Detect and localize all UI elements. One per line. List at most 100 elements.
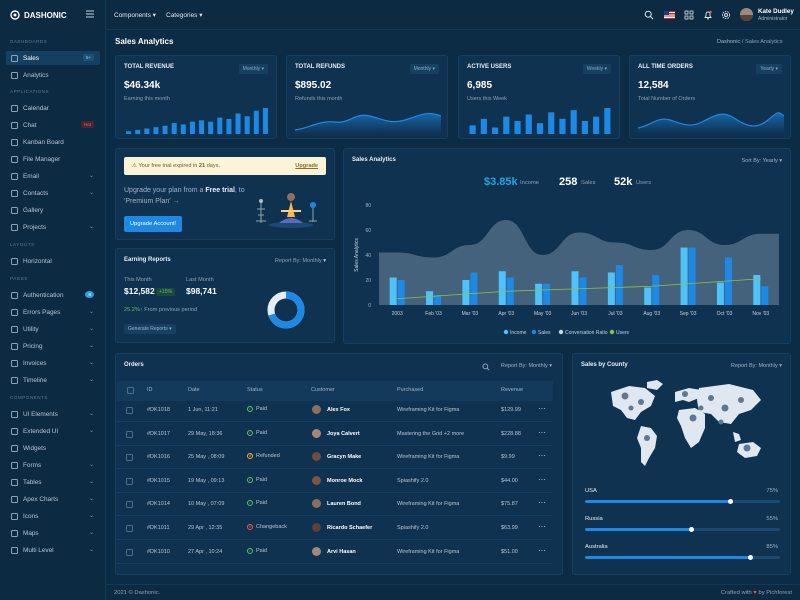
sidebar-item-sales[interactable]: Sales 5+ (6, 51, 100, 65)
legend-label[interactable]: Sales (538, 330, 551, 336)
order-id[interactable]: #DK1017 (147, 430, 170, 437)
sort-select[interactable]: Sort By: Yearly ▾ (741, 158, 782, 164)
period-select[interactable]: Monthly ▾ (409, 64, 439, 74)
col-date[interactable]: Date (188, 387, 200, 393)
col-purchased[interactable]: Purchased (397, 387, 424, 393)
hamburger-icon[interactable] (85, 9, 95, 19)
legend-label[interactable]: Conversation Ratio (565, 330, 608, 336)
sidebar-item-chat[interactable]: Chat Hot (6, 118, 100, 132)
sidebar-item-errors[interactable]: Errors Pages ⌄ (6, 305, 100, 319)
more-icon[interactable]: ⋯ (538, 498, 546, 508)
us-flag-icon[interactable] (664, 11, 675, 19)
menu-categories[interactable]: Categories ▾ (166, 12, 203, 19)
order-id[interactable]: #DK1014 (147, 501, 170, 508)
sidebar-item-kanban[interactable]: Kanban Board (6, 135, 100, 149)
more-icon[interactable]: ⋯ (538, 404, 546, 413)
period-select[interactable]: Weekly ▾ (582, 64, 611, 74)
report-by-select[interactable]: Report By: Monthly ▾ (500, 363, 552, 369)
customer-name[interactable]: Gracyn Make (327, 454, 362, 461)
row-checkbox[interactable] (126, 548, 133, 556)
period-select[interactable]: Monthly ▾ (238, 64, 268, 74)
avatar[interactable] (740, 8, 753, 21)
menu-components[interactable]: Components ▾ (114, 12, 156, 19)
sidebar-item-projects[interactable]: Projects ⌄ (6, 220, 100, 234)
sidebar-item-apex-charts[interactable]: Apex Charts ⌄ (6, 492, 100, 506)
col-status[interactable]: Status (247, 387, 263, 393)
report-by-select[interactable]: Report By: Monthly ▾ (730, 363, 782, 369)
col-customer[interactable]: Customer (311, 387, 335, 393)
gear-icon[interactable] (721, 10, 731, 20)
report-by-select[interactable]: Report By: Monthly ▾ (274, 258, 326, 264)
sidebar-item-multi-level[interactable]: Multi Level ⌄ (6, 543, 100, 557)
upgrade-account-button[interactable]: Upgrade Account! (124, 216, 182, 232)
sidebar-item-gallery[interactable]: Gallery (6, 203, 100, 217)
customer-name[interactable]: Monroe Mock (327, 477, 363, 484)
sidebar-item-maps[interactable]: Maps ⌄ (6, 526, 100, 540)
col-revenue[interactable]: Revenue (501, 387, 524, 393)
order-id[interactable]: #DK1018 (147, 407, 170, 413)
apps-grid-icon[interactable] (684, 10, 694, 20)
table-row[interactable]: #DK1018 1 Jun, 11:21 ✓ Paid Alex Fox Wire… (116, 399, 552, 422)
sidebar-item-contacts[interactable]: Contacts ⌄ (6, 186, 100, 200)
sidebar-item-ui-elements[interactable]: UI Elements ⌄ (6, 407, 100, 421)
sidebar-item-invoices[interactable]: Invoices ⌄ (6, 356, 100, 370)
search-icon[interactable] (644, 10, 654, 20)
sidebar-item-pricing[interactable]: Pricing ⌄ (6, 339, 100, 353)
legend-label[interactable]: Income (510, 330, 527, 336)
period-select[interactable]: Yearly ▾ (756, 64, 782, 74)
table-row[interactable]: #DK1014 10 May , 07:09 ✓ Paid Lauren Bond… (116, 493, 552, 517)
row-checkbox[interactable] (126, 454, 133, 462)
user-name[interactable]: Kate Dudley (758, 8, 794, 15)
sidebar-item-email[interactable]: Email ⌄ (6, 169, 100, 183)
sidebar-item-tables[interactable]: Tables ⌄ (6, 475, 100, 489)
table-row[interactable]: #DK1015 19 May , 09:13 ✓ Paid Monroe Mock… (116, 470, 552, 493)
search-icon[interactable] (482, 363, 490, 371)
sidebar-item-calendar[interactable]: Calendar (6, 101, 100, 115)
order-id[interactable]: #DK1010 (147, 548, 170, 555)
sidebar-item-timeline[interactable]: Timeline ⌄ (6, 373, 100, 387)
sidebar-item-authentication[interactable]: Authentication 8 (6, 288, 100, 302)
table-row[interactable]: #DK1016 25 May , 08:09 ↺ Refunded Gracyn … (116, 446, 552, 470)
row-checkbox[interactable] (126, 501, 133, 509)
revenue-value: $9.99 (501, 454, 515, 461)
table-row[interactable]: #DK1011 29 Apr , 12:35 ✕ Changeback Ricar… (116, 517, 552, 540)
generate-reports-button[interactable]: Generate Reports ▾ (124, 324, 176, 334)
customer-name[interactable]: Ricardo Schaefer (327, 525, 373, 531)
table-row[interactable]: #DK1010 27 Apr , 10:24 ✓ Paid Arvi Hasan … (116, 541, 552, 564)
row-checkbox[interactable] (126, 407, 133, 414)
chevron-down-icon: ⌄ (88, 360, 94, 366)
sidebar-item-widgets[interactable]: Widgets (6, 441, 100, 455)
bell-icon[interactable] (703, 10, 713, 20)
upgrade-link[interactable]: Upgrade (295, 163, 318, 169)
more-icon[interactable]: ⋯ (538, 451, 546, 461)
brand[interactable]: DASHONIC (10, 9, 67, 21)
sidebar-item-icons[interactable]: Icons ⌄ (6, 509, 100, 523)
order-id[interactable]: #DK1016 (147, 454, 170, 461)
customer-name[interactable]: Lauren Bond (327, 501, 361, 508)
sidebar-item-extended-ui[interactable]: Extended UI ⌄ (6, 424, 100, 438)
col-id[interactable]: ID (147, 387, 153, 393)
order-id[interactable]: #DK1015 (147, 477, 170, 484)
table-row[interactable]: #DK1017 29 May, 18:36 ✓ Paid Joya Calvert… (116, 423, 552, 446)
more-icon[interactable]: ⋯ (538, 427, 546, 437)
sidebar-item-file-manager[interactable]: File Manager (6, 152, 100, 166)
sidebar-item-utility[interactable]: Utility ⌄ (6, 322, 100, 336)
customer-name[interactable]: Joya Calvert (327, 430, 360, 437)
sidebar-item-forms[interactable]: Forms ⌄ (6, 458, 100, 472)
more-icon[interactable]: ⋯ (538, 522, 546, 531)
author-link[interactable]: by Pichforest (758, 590, 792, 596)
sidebar-item-analytics[interactable]: Analytics (6, 68, 100, 82)
customer-name[interactable]: Arvi Hasan (327, 548, 356, 555)
row-checkbox[interactable] (126, 430, 133, 438)
customer-name[interactable]: Alex Fox (327, 407, 350, 413)
breadcrumb-home[interactable]: Dashonic (717, 39, 741, 45)
more-icon[interactable]: ⋯ (538, 474, 546, 484)
select-all-checkbox[interactable] (127, 387, 134, 394)
more-icon[interactable]: ⋯ (538, 545, 546, 555)
legend-label[interactable]: Users (616, 330, 630, 336)
sidebar-item-horizontal[interactable]: Horizontal (6, 254, 100, 268)
row-checkbox[interactable] (126, 525, 133, 532)
row-checkbox[interactable] (126, 477, 133, 485)
order-id[interactable]: #DK1011 (147, 525, 170, 531)
x-tick-label: Jul '03 (608, 311, 623, 317)
